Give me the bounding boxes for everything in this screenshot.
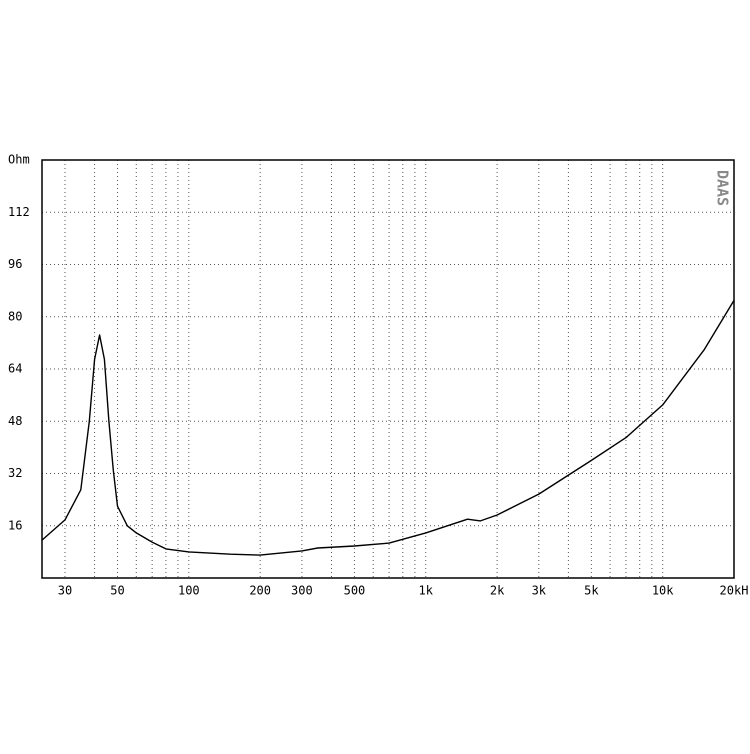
impedance-curve <box>41 300 735 556</box>
x-tick-label: 100 <box>178 584 200 598</box>
y-tick-label: 64 <box>8 362 22 376</box>
x-tick-label: 1k <box>419 584 434 598</box>
y-tick-label: Ohm <box>8 153 30 167</box>
y-tick-label: 80 <box>8 309 22 323</box>
x-tick-label: 200 <box>249 584 271 598</box>
watermark: DAAS <box>714 170 732 206</box>
x-tick-label: 300 <box>291 584 313 598</box>
y-tick-label: 32 <box>8 466 22 480</box>
y-tick-label: 16 <box>8 518 22 532</box>
x-tick-label: 50 <box>110 584 124 598</box>
x-tick-label: 10k <box>652 584 674 598</box>
x-tick-label: 5k <box>584 584 599 598</box>
x-tick-label: 3k <box>532 584 547 598</box>
plot-frame <box>41 159 735 579</box>
y-tick-label: 96 <box>8 257 22 271</box>
y-tick-label: 112 <box>8 205 30 219</box>
x-tick-label: 20kH <box>720 584 749 598</box>
x-tick-label: 2k <box>490 584 505 598</box>
x-tick-label: 500 <box>344 584 366 598</box>
y-tick-label: 48 <box>8 414 22 428</box>
x-tick-label: 30 <box>58 584 72 598</box>
